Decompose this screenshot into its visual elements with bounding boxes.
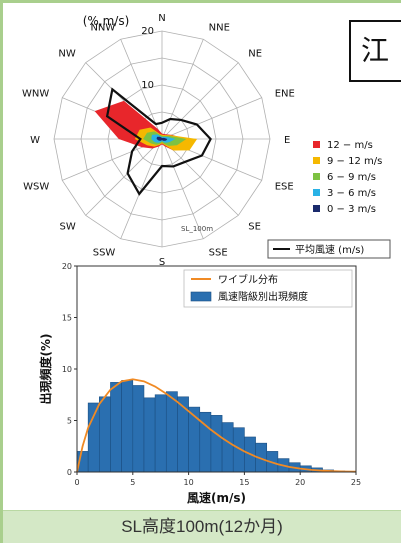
rose-legend-label: 3 − 6 m/s — [327, 188, 376, 199]
mean-speed-line — [105, 87, 212, 196]
direction-label: NW — [58, 49, 75, 60]
direction-label: NNE — [209, 22, 230, 33]
histogram-bar — [165, 391, 178, 473]
y-tick-label: 10 — [62, 365, 72, 374]
rose-legend-swatch — [313, 157, 320, 164]
legend-bar-label: 風速階級別出現頻度 — [218, 290, 308, 303]
x-tick-label: 15 — [239, 478, 249, 487]
y-axis-label: 出現頻度(%) — [38, 334, 53, 405]
histogram-bar — [87, 402, 100, 473]
direction-label: ENE — [275, 88, 295, 99]
legend-weibull-label: ワイブル分布 — [218, 273, 278, 286]
x-tick-label: 25 — [351, 478, 361, 487]
x-tick-label: 5 — [130, 478, 135, 487]
rose-legend-swatch — [313, 173, 320, 180]
rose-station-tag: SL_100m — [181, 225, 213, 233]
y-tick-label: 15 — [62, 314, 72, 323]
histogram-bar — [121, 380, 134, 473]
histogram-bar — [143, 397, 156, 473]
direction-label: ESE — [275, 182, 294, 193]
histogram-bar — [210, 415, 223, 473]
direction-label: W — [30, 135, 40, 146]
figure-caption: SL高度100m(12か月) — [3, 510, 401, 543]
direction-label: NE — [248, 49, 262, 60]
rose-legend-swatch — [313, 141, 320, 148]
weibull-curve — [76, 378, 357, 473]
y-tick-label: 0 — [67, 468, 72, 477]
mean-speed-legend-label: 平均風速 (m/s) — [295, 244, 364, 256]
legend-bar-swatch — [190, 291, 212, 302]
ring-label: 10 — [141, 80, 154, 91]
rose-legend-swatch — [313, 189, 320, 196]
direction-label: SW — [59, 221, 75, 232]
direction-label: NNW — [90, 22, 115, 33]
rose-legend-swatch — [313, 205, 320, 212]
direction-label: S — [159, 257, 165, 268]
station-label-text: 江 — [361, 34, 390, 67]
histogram-bar — [221, 422, 234, 473]
histogram-bar — [99, 396, 111, 473]
rose-legend-label: 9 − 12 m/s — [327, 156, 382, 167]
frequency-histogram-chart: 0 5 10 15 20 25 0 5 10 15 20 風速(m/s) 出現頻度(%) ワイブル分布風速… — [38, 262, 361, 505]
direction-label: SE — [248, 221, 261, 232]
rose-ring — [80, 57, 244, 221]
wind-rose-chart: N NNE NE ENE E ESE SE SSE S SSW SW WSW W WNW NW NNW 10 20… — [22, 13, 391, 268]
histogram-bar — [132, 385, 145, 473]
rose-legend-label: 6 − 9 m/s — [327, 172, 376, 183]
direction-label: WSW — [23, 182, 49, 193]
x-tick-label: 10 — [184, 478, 194, 487]
mean-speed-legend-box — [267, 239, 391, 259]
direction-label: SSW — [93, 248, 116, 259]
histogram-bar — [110, 382, 122, 473]
direction-label: E — [284, 135, 290, 146]
histogram-bar — [154, 394, 167, 473]
rose-legend-label: 0 − 3 m/s — [327, 204, 376, 215]
direction-label: WNW — [22, 88, 49, 99]
rose-unit-label: (%,m/s) — [83, 14, 130, 28]
rose-ring — [53, 30, 271, 248]
y-tick-label: 20 — [62, 262, 72, 271]
direction-label: SSE — [209, 248, 228, 259]
rose-area — [156, 136, 168, 141]
x-axis-label: 風速(m/s) — [187, 490, 246, 505]
x-tick-label: 0 — [74, 478, 79, 487]
station-label-box: 江 — [349, 20, 401, 82]
direction-label: N — [158, 13, 165, 24]
histogram-bar — [177, 396, 189, 473]
y-tick-label: 5 — [67, 417, 72, 426]
histogram-legend-box — [183, 269, 353, 308]
x-tick-label: 20 — [295, 478, 305, 487]
rose-legend-label: 12 − m/s — [327, 140, 373, 151]
ring-label: 20 — [141, 26, 154, 37]
